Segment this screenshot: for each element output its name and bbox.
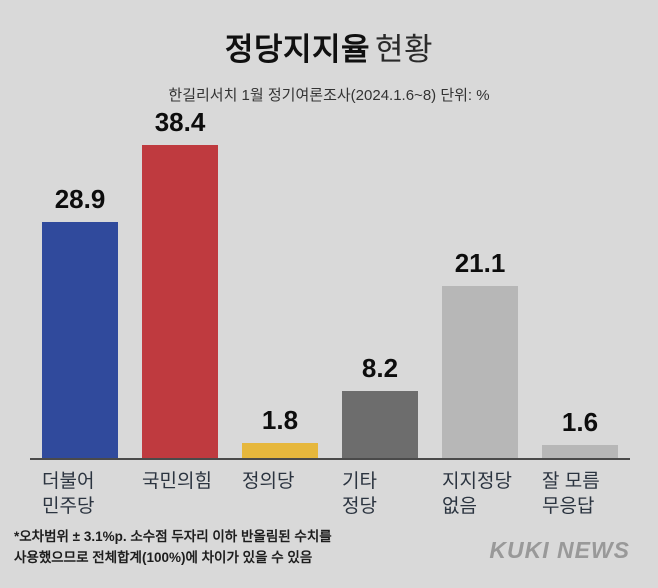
category-label: 국민의힘 xyxy=(142,471,212,492)
bar xyxy=(42,222,118,458)
page-title: 정당지지율 현황 xyxy=(0,24,658,69)
chart-header: 정당지지율 현황 한길리서치 1월 정기여론조사(2024.1.6~8) 단위: … xyxy=(0,24,658,105)
title-main: 정당지지율 xyxy=(224,32,371,67)
bar-group: 28.9 xyxy=(30,184,130,458)
plot-area: 28.9 38.4 1.8 8.2 21.1 1.6 xyxy=(30,107,630,460)
category-label: 정의당 xyxy=(242,471,295,492)
bar-value-label: 8.2 xyxy=(361,353,399,383)
title-secondary: 현황 xyxy=(375,32,434,67)
footnote-line-1: *오차범위 ± 3.1%p. 소수점 두자리 이하 반올림된 수치를 xyxy=(14,529,332,544)
kuki-news-logo: KUKI NEWS xyxy=(489,537,630,563)
bar-value-label: 28.9 xyxy=(54,184,106,214)
x-axis-labels: 더불어 민주당 국민의힘 정의당 기타 정당 지지정당 없음 잘 모름 무응답 xyxy=(30,470,630,519)
bar xyxy=(442,286,518,458)
category-label: 지지정당 없음 xyxy=(442,471,512,517)
bar xyxy=(542,445,618,458)
category-label: 더불어 민주당 xyxy=(42,471,95,517)
bar-group: 8.2 xyxy=(330,353,430,458)
bar-group: 38.4 xyxy=(130,107,230,458)
bar-value-label: 1.6 xyxy=(561,407,599,437)
bar-group: 1.6 xyxy=(530,407,630,458)
bar-chart: 28.9 38.4 1.8 8.2 21.1 1.6 더불어 민주당 국민의힘 정의당 기타 정… xyxy=(30,107,630,519)
chart-subtitle: 한길리서치 1월 정기여론조사(2024.1.6~8) 단위: % xyxy=(168,87,490,104)
footnote-line-2: 사용했으므로 전체합계(100%)에 차이가 있을 수 있음 xyxy=(14,549,313,565)
bar-group: 21.1 xyxy=(430,248,530,458)
bar xyxy=(142,145,218,458)
footnote: *오차범위 ± 3.1%p. 소수점 두자리 이하 반올림된 수치를 사용했으므… xyxy=(14,527,332,569)
bar-value-label: 38.4 xyxy=(154,107,206,137)
bar-group: 1.8 xyxy=(230,405,330,458)
category-label: 잘 모름 무응답 xyxy=(542,471,600,517)
bar-value-label: 21.1 xyxy=(454,248,506,278)
bar xyxy=(242,443,318,458)
category-label: 기타 정당 xyxy=(342,471,377,517)
bar xyxy=(342,391,418,458)
bar-value-label: 1.8 xyxy=(261,405,299,435)
